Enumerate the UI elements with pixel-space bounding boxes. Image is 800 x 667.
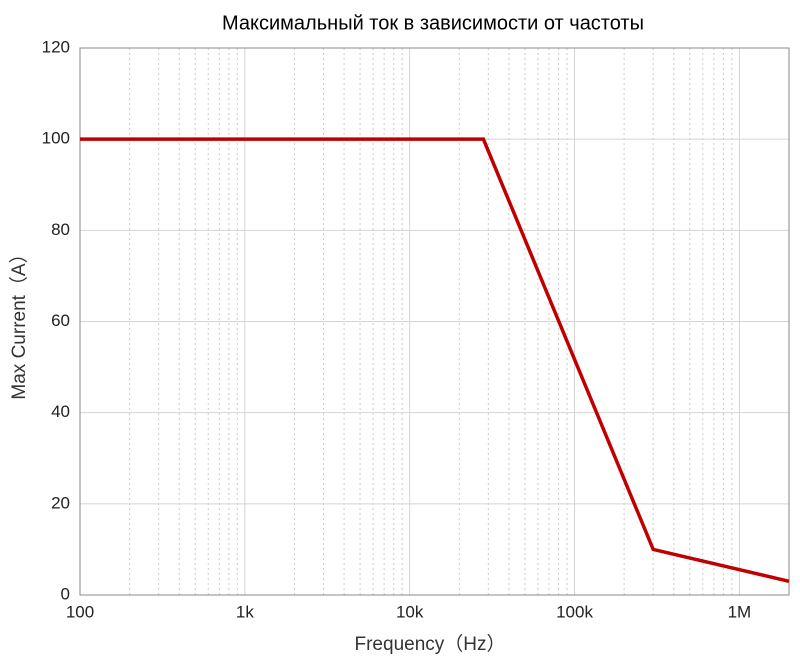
x-axis-label: Frequency（Hz）: [355, 633, 506, 655]
x-tick-label: 1M: [728, 602, 752, 621]
x-tick-label: 100k: [556, 602, 593, 621]
y-tick-label: 20: [51, 493, 70, 512]
plot-frame: [79, 47, 790, 596]
y-axis-label: Max Current（A）: [8, 244, 30, 399]
y-tick-label: 120: [42, 37, 70, 56]
x-tick-label: 100: [66, 602, 94, 621]
y-tick-label: 100: [42, 129, 70, 148]
chart-title: Максимальный ток в зависимости от частот…: [222, 12, 644, 34]
data-line: [80, 137, 790, 584]
y-tick-label: 80: [51, 220, 70, 239]
x-tick-label: 10k: [396, 602, 424, 621]
x-tick-label: 1k: [236, 602, 254, 621]
y-tick-label: 60: [51, 311, 70, 330]
y-tick-label: 0: [61, 584, 70, 603]
y-tick-label: 40: [51, 402, 70, 421]
